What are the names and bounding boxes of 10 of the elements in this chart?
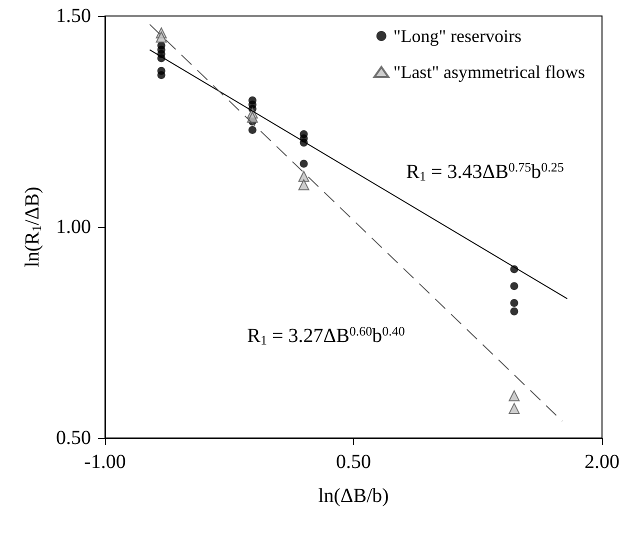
y-axis-title: ln(R1/ΔB) (22, 186, 44, 268)
x-tick-label: -1.00 (84, 451, 126, 473)
y-tick-label: 1.00 (56, 216, 91, 238)
x-tick-label: 2.00 (584, 451, 620, 473)
y-tick-label: 0.50 (56, 427, 91, 449)
legend-label: "Long" reservoirs (393, 26, 522, 46)
x-tick-label: 0.50 (336, 451, 371, 473)
x-axis-title: ln(ΔB/b) (318, 485, 389, 507)
y-tick-label: 1.50 (56, 5, 91, 27)
legend-label: "Last" asymmetrical flows (393, 62, 586, 82)
